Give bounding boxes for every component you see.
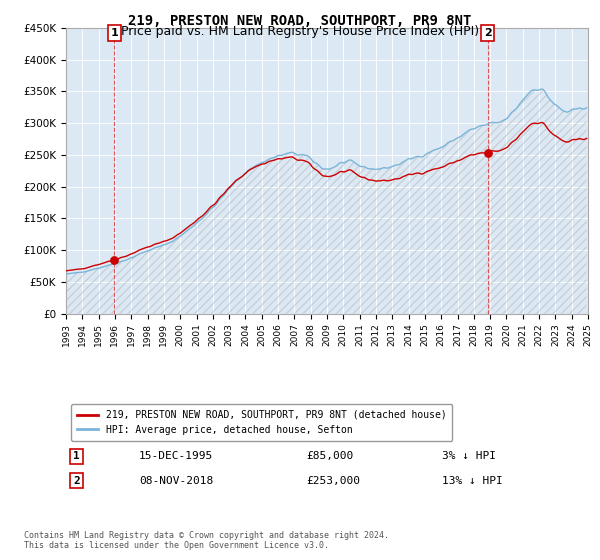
Text: 13% ↓ HPI: 13% ↓ HPI <box>442 475 503 486</box>
Text: Price paid vs. HM Land Registry's House Price Index (HPI): Price paid vs. HM Land Registry's House … <box>121 25 479 38</box>
Text: 3% ↓ HPI: 3% ↓ HPI <box>442 451 496 461</box>
Text: 15-DEC-1995: 15-DEC-1995 <box>139 451 214 461</box>
Text: £85,000: £85,000 <box>306 451 353 461</box>
Point <box>483 148 493 157</box>
Legend: 219, PRESTON NEW ROAD, SOUTHPORT, PR9 8NT (detached house), HPI: Average price, : 219, PRESTON NEW ROAD, SOUTHPORT, PR9 8N… <box>71 404 452 441</box>
Text: 1: 1 <box>73 451 80 461</box>
Text: Contains HM Land Registry data © Crown copyright and database right 2024.
This d: Contains HM Land Registry data © Crown c… <box>24 530 389 550</box>
Text: 2: 2 <box>484 28 491 38</box>
Point <box>109 255 119 264</box>
Text: 1: 1 <box>110 28 118 38</box>
Text: £253,000: £253,000 <box>306 475 360 486</box>
Text: 08-NOV-2018: 08-NOV-2018 <box>139 475 214 486</box>
Text: 219, PRESTON NEW ROAD, SOUTHPORT, PR9 8NT: 219, PRESTON NEW ROAD, SOUTHPORT, PR9 8N… <box>128 14 472 28</box>
Text: 2: 2 <box>73 475 80 486</box>
